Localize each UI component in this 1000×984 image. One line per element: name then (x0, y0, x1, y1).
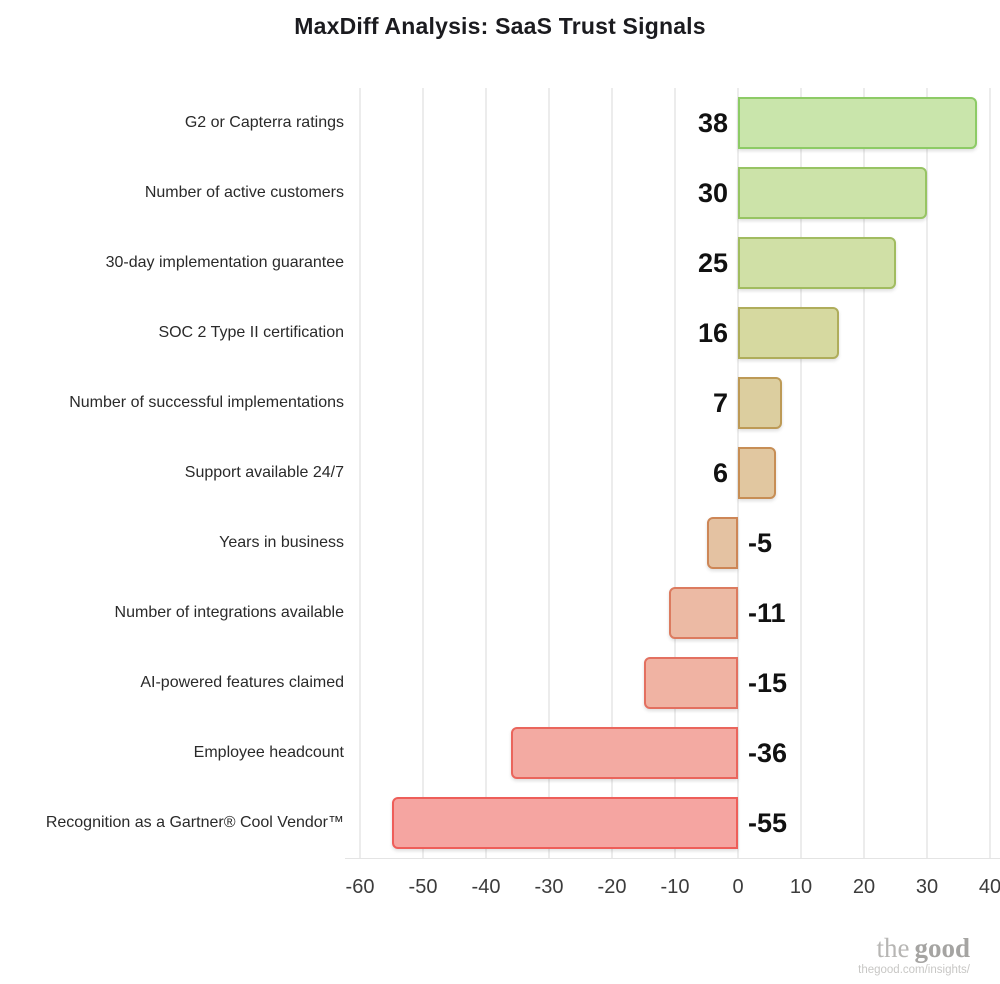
gridline-x--30 (548, 88, 550, 858)
category-label: Number of integrations available (114, 604, 344, 621)
value-label: -15 (748, 668, 788, 698)
x-tick-label: 0 (732, 876, 744, 898)
category-label: Employee headcount (193, 744, 344, 761)
gridline-x-30 (926, 88, 928, 858)
value-label: 6 (712, 458, 728, 488)
value-label: -55 (748, 808, 788, 838)
value-label: 7 (712, 388, 728, 418)
category-label: Support available 24/7 (184, 464, 344, 481)
category-label: G2 or Capterra ratings (184, 114, 344, 131)
bar-negative (391, 797, 738, 849)
x-tick-label: -50 (408, 876, 438, 898)
x-tick-label: -10 (660, 876, 690, 898)
x-tick-label: -40 (471, 876, 501, 898)
bar-negative (668, 587, 738, 639)
gridline-x-40 (989, 88, 991, 858)
bar-positive (738, 307, 839, 359)
value-label: 16 (697, 318, 728, 348)
value-label: 38 (697, 108, 728, 138)
category-label: Recognition as a Gartner® Cool Vendor™ (45, 814, 344, 831)
category-label: SOC 2 Type II certification (158, 324, 344, 341)
x-tick-label: -20 (597, 876, 627, 898)
x-tick-label: 20 (852, 876, 876, 898)
x-axis-line (345, 858, 1000, 859)
bar-negative (706, 517, 738, 569)
bar-positive (738, 377, 783, 429)
bar-negative (643, 657, 738, 709)
category-label: AI-powered features claimed (140, 674, 344, 691)
gridline-x-20 (863, 88, 865, 858)
x-tick-label: 10 (789, 876, 813, 898)
chart-title: MaxDiff Analysis: SaaS Trust Signals (294, 13, 706, 39)
value-label: 30 (697, 178, 728, 208)
gridline-x-10 (800, 88, 802, 858)
category-label: Number of active customers (144, 184, 344, 201)
bar-positive (738, 97, 978, 149)
category-label: Years in business (219, 534, 344, 551)
value-label: -5 (748, 528, 773, 558)
value-label: -11 (748, 598, 786, 628)
bar-positive (738, 167, 927, 219)
x-tick-label: 40 (978, 876, 1000, 898)
category-label: Number of successful implementations (69, 394, 344, 411)
category-label: 30-day implementation guarantee (105, 254, 344, 271)
logo-url: thegood.com/insights/ (858, 964, 970, 976)
gridline-x--10 (674, 88, 676, 858)
bar-negative (511, 727, 738, 779)
value-label: 25 (697, 248, 728, 278)
gridline-x--40 (485, 88, 487, 858)
x-tick-label: 30 (915, 876, 939, 898)
bar-positive (738, 447, 776, 499)
thegood-logo: the good (750, 933, 970, 963)
bar-positive (738, 237, 896, 289)
value-label: -36 (748, 738, 788, 768)
gridline-x--20 (611, 88, 613, 858)
x-tick-label: -30 (534, 876, 564, 898)
x-tick-label: -60 (345, 876, 375, 898)
logo-word-good: good (914, 933, 970, 963)
gridline-x--60 (359, 88, 361, 858)
logo-word-the: the (876, 933, 910, 963)
gridline-x--50 (422, 88, 424, 858)
